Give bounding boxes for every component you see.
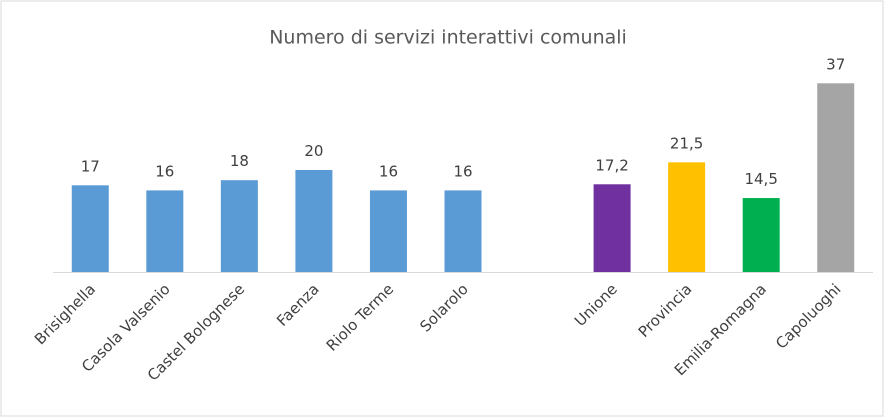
bar	[593, 184, 631, 272]
bar	[668, 162, 706, 272]
bar	[444, 190, 482, 272]
data-label: 18	[230, 152, 249, 170]
chart-title: Numero di servizi interattivi comunali	[269, 27, 627, 49]
data-label: 14,5	[744, 170, 777, 188]
bar	[146, 190, 184, 272]
bar	[71, 185, 109, 272]
data-label: 16	[453, 162, 472, 180]
data-label: 17	[81, 157, 100, 175]
data-label: 20	[304, 142, 323, 160]
bar	[369, 190, 407, 272]
bar	[817, 83, 855, 272]
bar	[220, 180, 258, 272]
data-label: 37	[826, 55, 845, 73]
data-label: 16	[155, 162, 174, 180]
bar	[295, 170, 333, 272]
data-label: 16	[379, 162, 398, 180]
data-label: 17,2	[595, 156, 628, 174]
data-label: 21,5	[670, 134, 703, 152]
bar	[742, 198, 780, 272]
